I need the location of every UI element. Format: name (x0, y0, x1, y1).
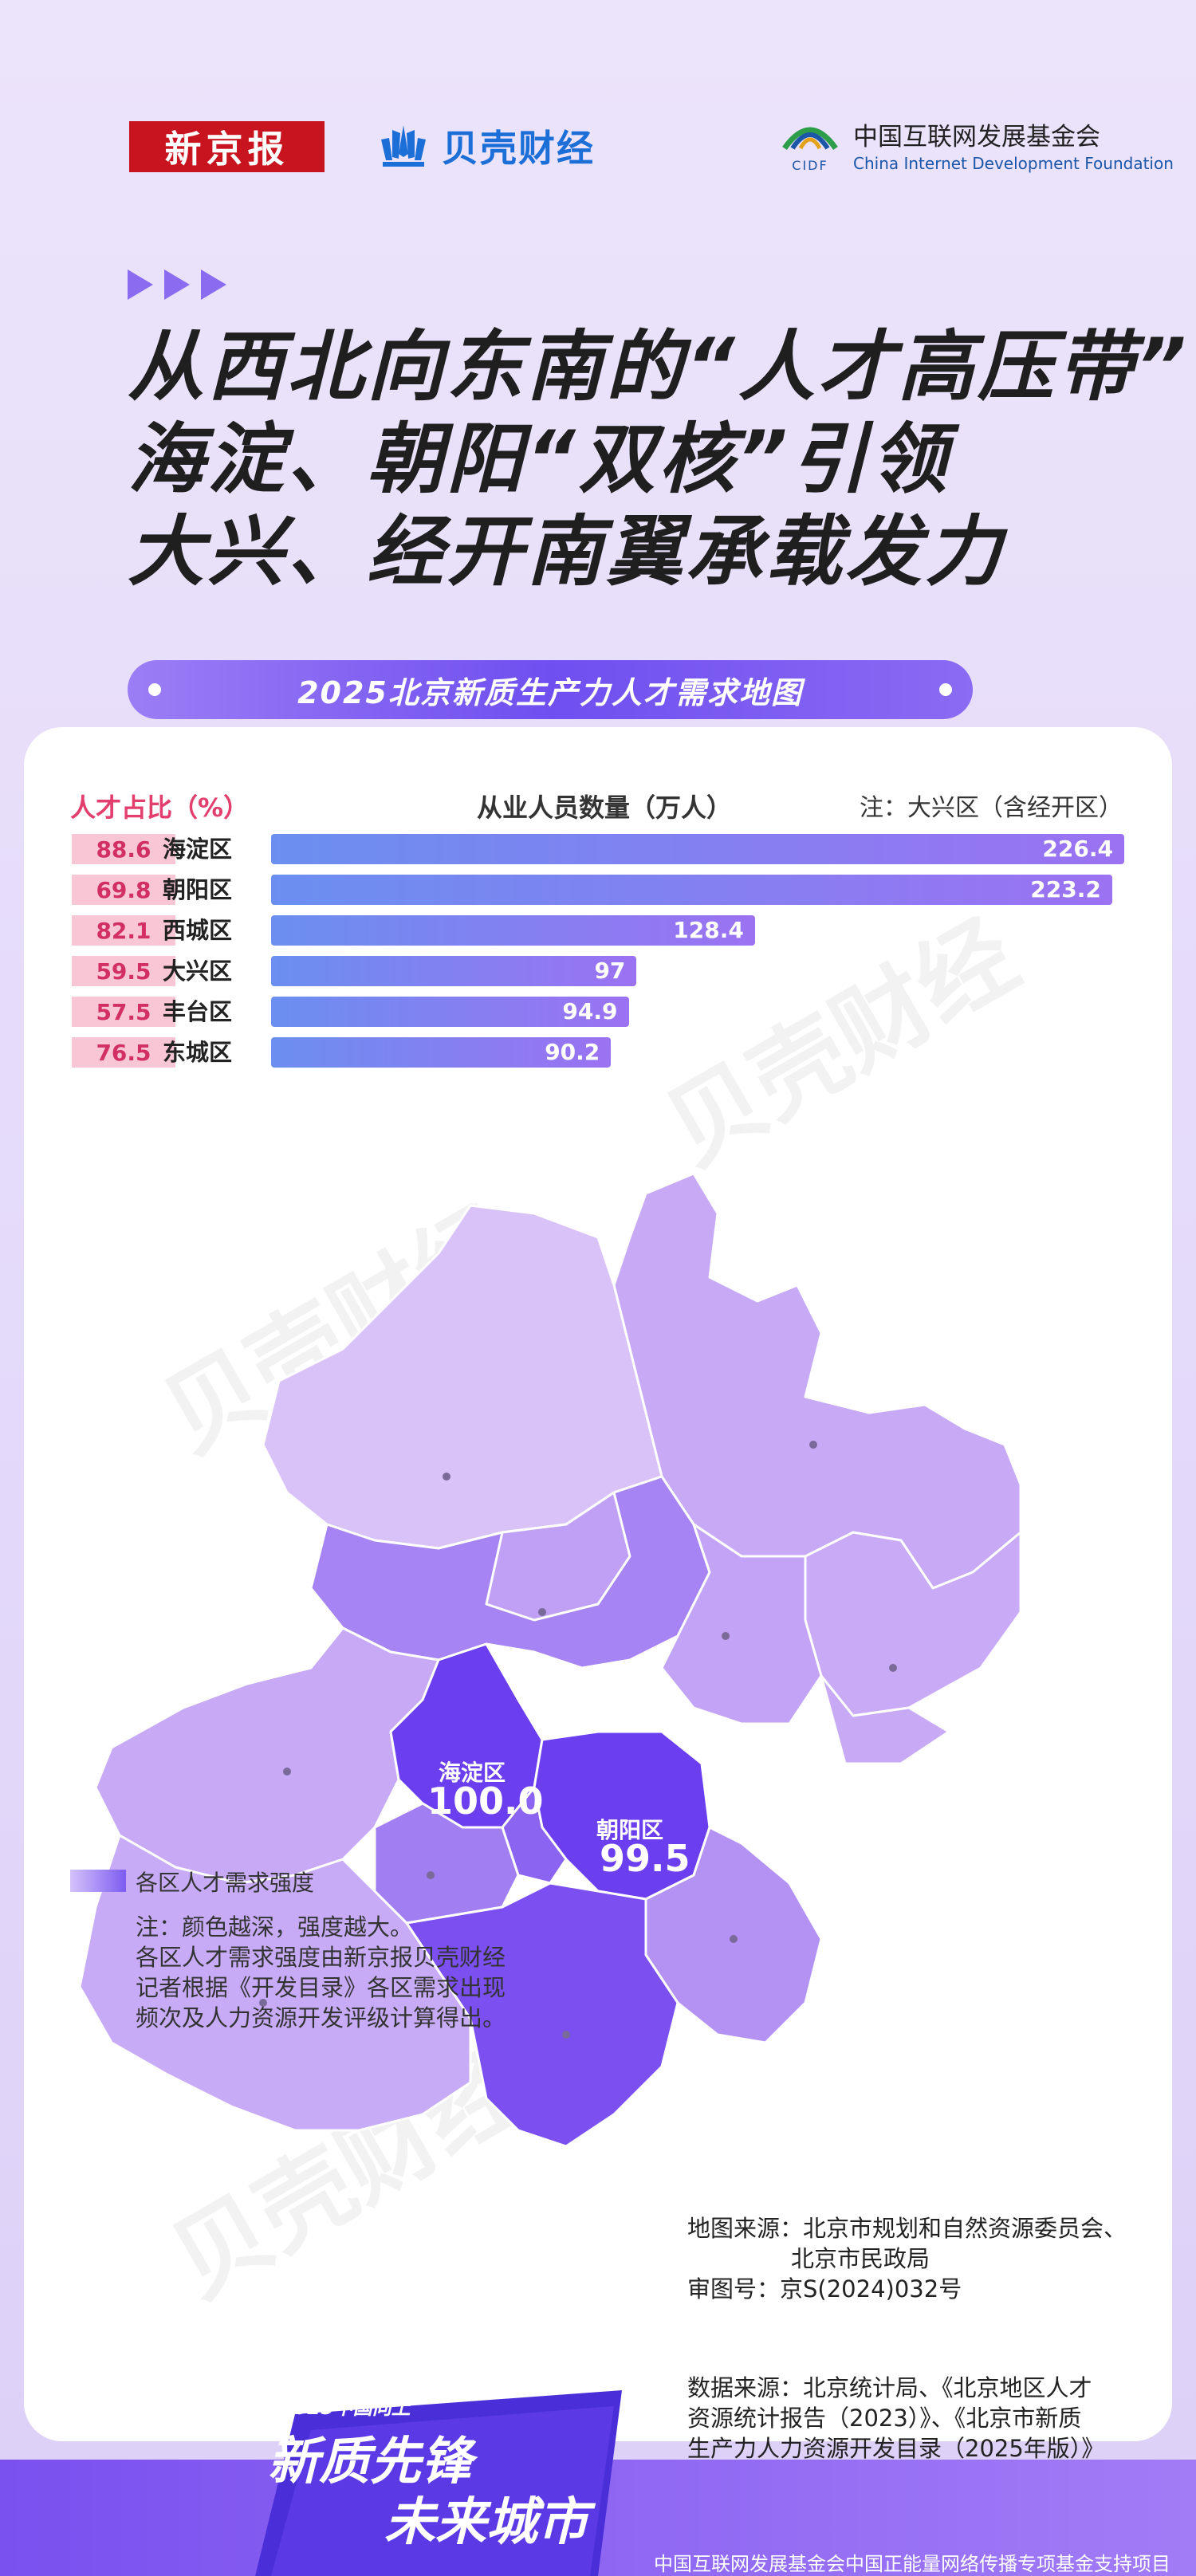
district-seat-dot (809, 1441, 817, 1449)
district-seat-dot (722, 1632, 730, 1640)
chart-note: 注：大兴区（含经开区） (860, 794, 1123, 822)
legend-swatch (70, 1870, 126, 1892)
employment-bar: 223.2 (271, 875, 1112, 905)
banner-dot-left (148, 683, 161, 696)
section-banner: 2025北京新质生产力人才需求地图 (128, 660, 973, 719)
talent-ratio-label: 76.5 (72, 1037, 175, 1068)
district-seat-dot (427, 1871, 435, 1879)
employment-bar: 226.4 (271, 834, 1124, 864)
district-seat-dot (562, 2031, 570, 2039)
map-note-line: 各区人才需求强度由新京报贝壳财经 (136, 1944, 506, 1971)
map-district-daxing (405, 1882, 679, 2148)
employment-bar: 90.2 (271, 1037, 612, 1068)
district-label: 朝阳区 (163, 876, 233, 903)
talent-ratio-label: 69.8 (72, 875, 175, 905)
chart-title: 从业人员数量（万人） (477, 792, 733, 823)
district-seat-dot (538, 1608, 546, 1616)
district-seat-dot (889, 1664, 897, 1672)
beijing-district-map (78, 1172, 1022, 2148)
talent-ratio-label: 59.5 (72, 956, 175, 986)
xinjingbao-logo: 新京报 (129, 121, 325, 172)
cidf-emblem-icon (782, 127, 838, 151)
district-label: 大兴区 (163, 958, 233, 985)
bar-value-label: 223.2 (1030, 876, 1101, 903)
district-seat-dot (259, 1999, 267, 2007)
xinjingbao-logo-text: 新京报 (164, 128, 289, 171)
map-district-shunyi (660, 1523, 823, 1725)
district-label: 西城区 (163, 917, 233, 944)
map-note-line: 注：颜色越深，强度越大。 (136, 1913, 414, 1941)
district-label: 丰台区 (163, 998, 233, 1025)
map-district-northwest (262, 1204, 663, 1550)
map-district-northeast (804, 1531, 1022, 1717)
cidf-abbr: CIDF (792, 158, 828, 173)
beike-caijing-logo: 贝壳财经 (375, 118, 595, 174)
map-value-chaoyang: 99.5 (600, 1837, 690, 1880)
map-district-yanqing-inner (485, 1491, 631, 1622)
headline-line-2: 海淀、朝阳“双核”引领 (128, 415, 950, 504)
map-note-line: 记者根据《开发目录》各区需求出现 (136, 1974, 506, 2001)
cidf-name-cn: 中国互联网发展基金会 (853, 123, 1100, 151)
map-district-fangshan (78, 1834, 472, 2132)
banner-title: 2025北京新质生产力人才需求地图 (297, 674, 803, 710)
employment-bar: 97 (271, 956, 637, 986)
beike-shell-icon (381, 125, 426, 167)
campaign-badge (255, 2390, 622, 2576)
map-label-haidian: 海淀区 (439, 1760, 506, 1786)
cidf-logo: CIDF 中国互联网发展基金会 China Internet Developme… (780, 116, 1174, 173)
talent-ratio-title: 人才占比（%） (70, 792, 250, 823)
headline-line-3: 大兴、经开南翼承载发力 (128, 507, 1005, 596)
talent-ratio-label: 82.1 (72, 915, 175, 946)
map-district-fengtai (373, 1802, 520, 1925)
talent-ratio-label: 57.5 (72, 997, 175, 1027)
beike-logo-text: 贝壳财经 (442, 127, 595, 170)
legend-label: 各区人才需求强度 (136, 1870, 315, 1896)
bar-value-label: 94.9 (562, 998, 618, 1025)
map-district-pinggu (820, 1674, 950, 1765)
bar-value-label: 128.4 (673, 917, 744, 943)
review-number: 审图号：京S(2024)032号 (687, 2275, 962, 2303)
district-label: 东城区 (163, 1039, 233, 1066)
triple-arrow-icon (128, 269, 226, 300)
bar-value-label: 97 (594, 958, 626, 984)
footer-text: 中国互联网发展基金会中国正能量网络传播专项基金支持项目 (654, 2553, 1170, 2575)
map-source-line: 地图来源：北京市规划和自然资源委员会、 (687, 2215, 1127, 2242)
headline-line-1: 从西北向东南的“人才高压带” (128, 322, 1190, 411)
data-source-line: 数据来源：北京统计局、《北京地区人才 (687, 2374, 1092, 2401)
district-seat-dot (730, 1935, 738, 1943)
banner-dot-right (939, 683, 952, 696)
data-source-line: 资源统计报告（2023）》、《北京市新质 (687, 2405, 1082, 2432)
map-value-haidian: 100.0 (427, 1780, 544, 1823)
data-source-line: 生产力人力资源开发目录（2025年版）》 (687, 2435, 1105, 2462)
badge-line-2: 未来城市 (384, 2493, 588, 2552)
badge-top: 2025中国向上 (281, 2397, 411, 2419)
bar-value-label: 90.2 (545, 1039, 600, 1065)
map-note-line: 频次及人力资源开发评级计算得出。 (136, 2004, 506, 2031)
bar-value-label: 226.4 (1042, 836, 1113, 862)
district-seat-dot (443, 1473, 450, 1481)
employment-bar: 128.4 (271, 915, 755, 946)
district-seat-dot (283, 1768, 291, 1776)
content-card: 贝壳财经 贝壳财经 贝壳财经 人才占比（%） 从业人员数量（万人） 注：大兴区（… (24, 727, 1172, 2441)
map-source-line: 北京市民政局 (791, 2245, 930, 2272)
employment-bar: 94.9 (271, 997, 629, 1027)
map-label-chaoyang: 朝阳区 (596, 1817, 664, 1843)
badge-line-1: 新质先锋 (268, 2432, 472, 2491)
talent-ratio-label: 88.6 (72, 834, 175, 864)
district-label: 海淀区 (163, 836, 233, 863)
cidf-name-en: China Internet Development Foundation (853, 154, 1174, 173)
